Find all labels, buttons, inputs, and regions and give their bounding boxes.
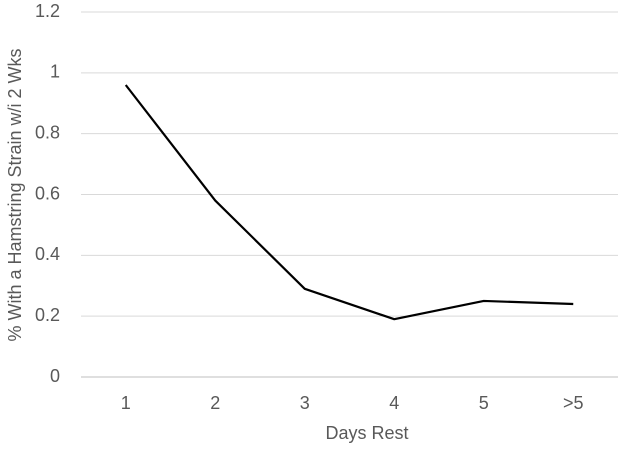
- x-tick-label: 4: [389, 393, 399, 413]
- x-tick-label: 3: [300, 393, 310, 413]
- y-axis-title: % With a Hamstring Strain w/i 2 Wks: [5, 48, 25, 341]
- y-tick-label: 0.8: [35, 122, 60, 142]
- y-tick-label: 0.4: [35, 244, 60, 264]
- x-tick-label: 5: [479, 393, 489, 413]
- y-tick-label: 0.6: [35, 183, 60, 203]
- data-line: [124, 84, 574, 321]
- x-tick-label: 2: [210, 393, 220, 413]
- x-tick-label: >5: [563, 393, 584, 413]
- y-tick-label: 1: [50, 62, 60, 82]
- x-axis-title: Days Rest: [325, 423, 408, 443]
- y-tick-label: 0: [50, 366, 60, 386]
- x-tick-label: 1: [121, 393, 131, 413]
- y-tick-label: 0.2: [35, 305, 60, 325]
- y-tick-label: 1.2: [35, 1, 60, 21]
